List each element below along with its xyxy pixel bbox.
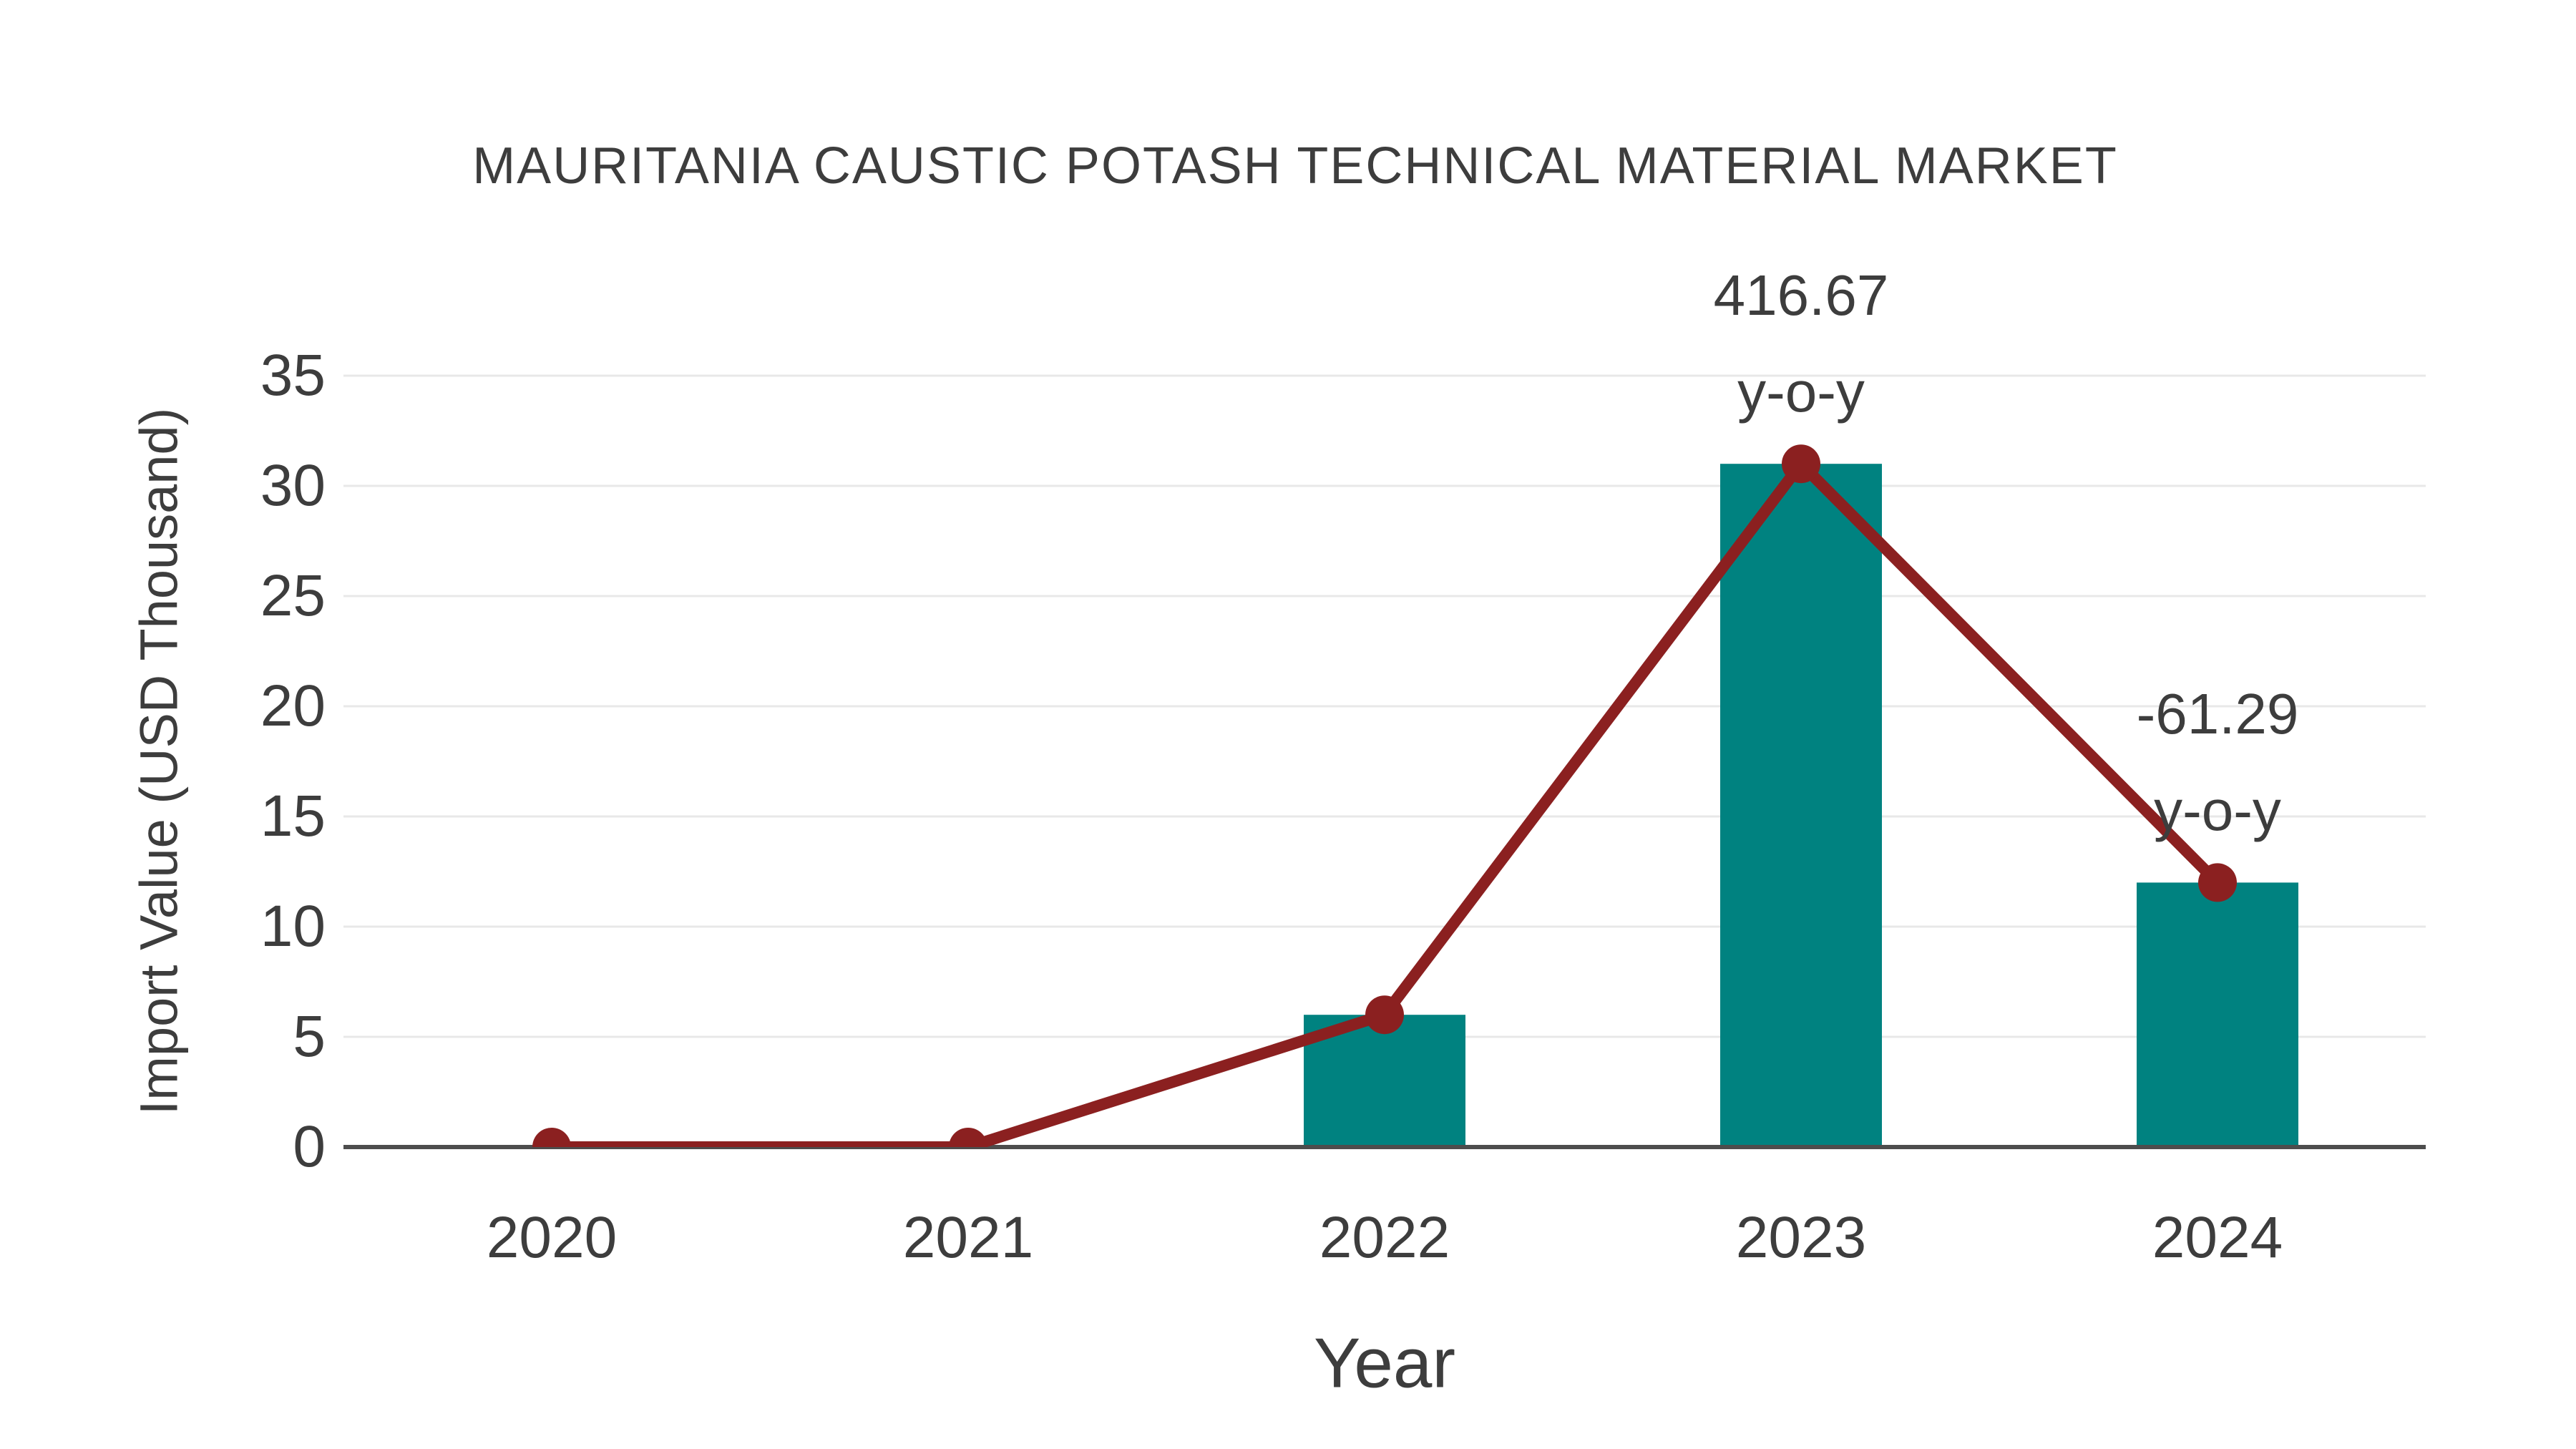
y-tick-label-0: 0	[293, 1114, 326, 1179]
y-tick-label-20: 20	[260, 673, 326, 738]
data-point-marker-2022	[1365, 995, 1404, 1035]
annotation-suffix-2023: y-o-y	[1737, 360, 1865, 424]
y-tick-label-10: 10	[260, 894, 326, 959]
bar-2024	[2137, 882, 2298, 1147]
data-point-marker-2024	[2198, 863, 2237, 902]
data-point-marker-2023	[1782, 444, 1820, 484]
y-tick-label-30: 30	[260, 453, 326, 518]
x-tick-label-2024: 2024	[2152, 1205, 2283, 1270]
data-point-marker-2021	[949, 1128, 987, 1147]
x-tick-label-2022: 2022	[1319, 1205, 1450, 1270]
y-tick-label-35: 35	[260, 343, 326, 408]
annotation-value-2024: -61.29	[2136, 682, 2299, 746]
x-tick-label-2020: 2020	[486, 1205, 618, 1270]
annotation-value-2023: 416.67	[1713, 263, 1889, 328]
y-tick-label-5: 5	[293, 1004, 326, 1069]
y-tick-label-15: 15	[260, 784, 326, 849]
bar-2023	[1720, 464, 1882, 1147]
annotation-suffix-2024: y-o-y	[2154, 779, 2281, 843]
data-point-marker-2020	[532, 1128, 571, 1147]
x-axis-title: Year	[1313, 1323, 1456, 1402]
chart-title: MAURITANIA CAUSTIC POTASH TECHNICAL MATE…	[472, 137, 2118, 195]
x-tick-label-2023: 2023	[1735, 1205, 1867, 1270]
y-tick-label-25: 25	[260, 563, 326, 628]
trend-line-layer	[532, 444, 2237, 1147]
x-tick-label-2021: 2021	[902, 1205, 1034, 1270]
